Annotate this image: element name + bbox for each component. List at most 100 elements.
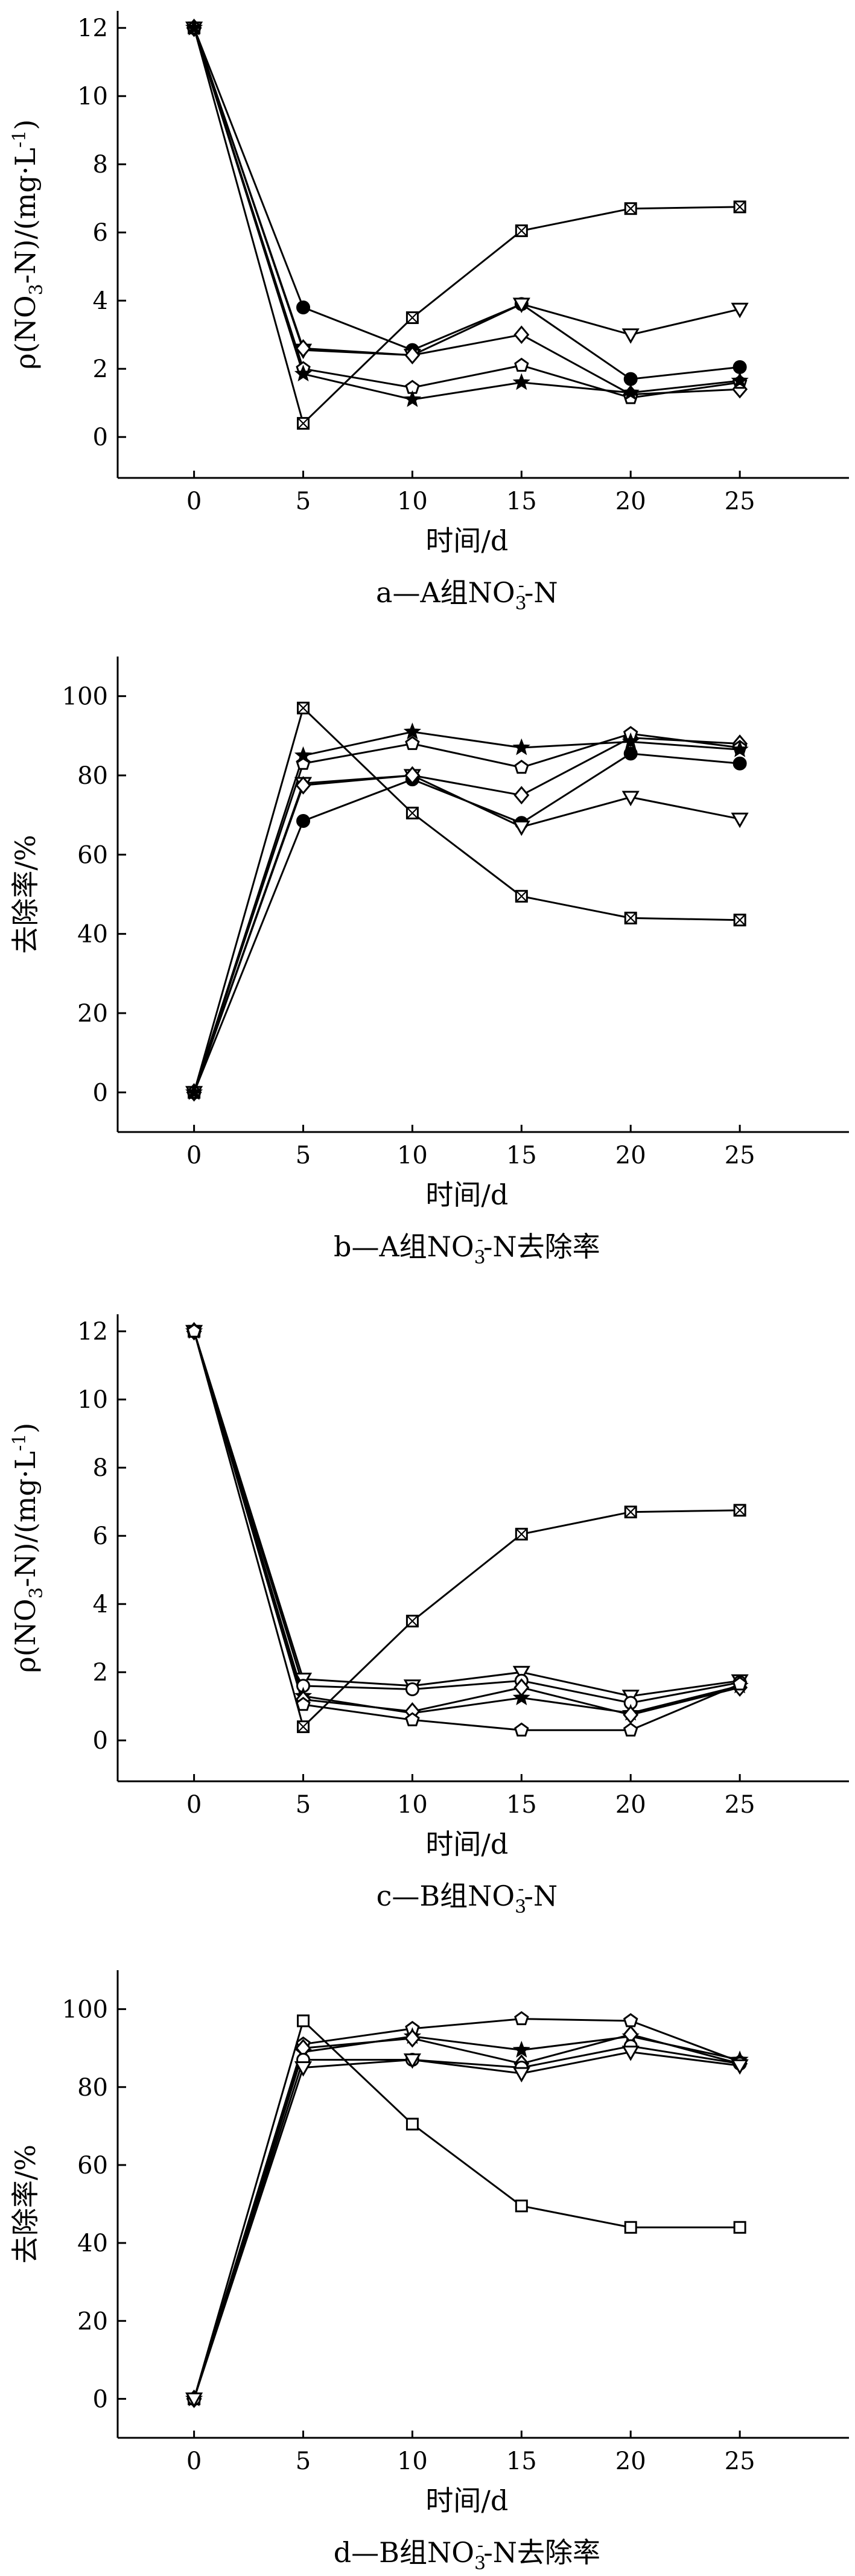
data-point	[513, 786, 530, 805]
series-line-3	[193, 737, 740, 1093]
data-point	[621, 732, 640, 749]
data-point	[294, 2061, 313, 2077]
data-point-cross	[297, 702, 310, 714]
chart-panel-3: 0 5 10 15 20 25 0 20 40 60 80 100 时间/d 去除率/% d—B组NO3--…	[9, 1970, 849, 2574]
data-point	[294, 746, 313, 763]
data-point-cross	[734, 1504, 746, 1516]
series-markers-5	[186, 1323, 748, 1737]
y-axis-title-text: 去除率/%	[9, 2145, 42, 2263]
y-tick-label: 60	[77, 2152, 108, 2180]
series-line-1	[193, 1331, 740, 1697]
x-tick-label: 25	[725, 488, 755, 515]
data-point	[621, 328, 640, 344]
series-line-5	[193, 2051, 740, 2399]
x-tick-label: 0	[186, 1791, 202, 1819]
data-point	[732, 1676, 748, 1691]
x-tick-label: 5	[296, 1142, 311, 1169]
series-line-3	[193, 2034, 740, 2399]
y-tick-label: 8	[93, 151, 108, 179]
data-point	[512, 1688, 530, 1706]
data-point	[623, 1722, 638, 1737]
caption-suffix: -N去除率	[483, 1230, 600, 1263]
y-axis-title: ρ(NO3-N)/(mg·L-1)	[9, 1423, 47, 1673]
y-tick-label: 0	[93, 1727, 108, 1755]
y-tick-label: 4	[93, 287, 108, 315]
x-tick-label: 10	[397, 488, 428, 515]
y-tick-label: 80	[77, 2074, 108, 2102]
y-tick-label: 40	[77, 2230, 108, 2257]
data-point	[512, 820, 530, 836]
data-point-cross	[297, 417, 310, 430]
series-markers-0	[188, 1325, 746, 1734]
y-tick-label: 100	[62, 1996, 108, 2024]
series-line-2	[193, 774, 740, 1093]
data-point-cross	[515, 224, 528, 237]
y-tick-label: 40	[77, 921, 108, 949]
data-point	[512, 2041, 530, 2058]
x-tick-label: 10	[397, 1791, 428, 1819]
x-tick-label: 5	[296, 1791, 311, 1819]
y-tick-label: 2	[93, 1659, 108, 1687]
data-point	[405, 736, 420, 750]
y-tick-label: 0	[93, 1079, 108, 1107]
x-tick-label: 0	[186, 488, 202, 515]
data-point	[733, 756, 747, 771]
data-point	[296, 814, 311, 828]
series-markers-3	[186, 2025, 748, 2408]
x-tick-label: 25	[725, 2447, 755, 2475]
series-markers-4	[187, 2039, 747, 2406]
caption-prefix: d—B组NO	[334, 2536, 474, 2569]
data-point	[514, 2011, 529, 2026]
x-tick-label: 10	[397, 2447, 428, 2475]
data-point	[623, 746, 638, 761]
data-point	[623, 1705, 639, 1725]
data-point	[731, 2059, 749, 2075]
data-point	[403, 722, 422, 740]
data-point-cross	[406, 311, 419, 324]
data-point	[512, 297, 530, 313]
y-tick-label: 0	[93, 2385, 108, 2413]
series-line-0	[193, 706, 740, 1093]
series-line-3	[193, 1331, 740, 1714]
data-point	[731, 740, 749, 757]
series-line-1	[193, 2018, 740, 2399]
y-tick-label: 10	[77, 1386, 108, 1414]
caption-prefix: a—A组NO	[376, 576, 515, 609]
series-line-2	[193, 1331, 740, 1704]
y-axis-title-suffix: )	[9, 1423, 42, 1434]
data-point	[513, 325, 530, 345]
series-markers-3	[185, 1321, 749, 1721]
series-line-5	[193, 27, 740, 401]
x-tick-label: 5	[296, 2447, 311, 2475]
y-tick-label: 4	[93, 1591, 108, 1618]
data-point	[624, 2221, 637, 2234]
data-point	[512, 2067, 530, 2083]
series-markers-0	[188, 2014, 746, 2405]
caption-suffix: -N	[524, 1880, 558, 1912]
data-point	[623, 372, 638, 386]
y-tick-label: 20	[77, 2307, 108, 2335]
chart-panel-2: 0 5 10 15 20 25024681012时间/dρ(NO3-N)/(mg·L-1)…	[9, 1314, 849, 1918]
caption-sup: -	[477, 2535, 483, 2556]
data-point	[621, 383, 640, 401]
data-point	[403, 390, 422, 407]
y-axis-title-text: 去除率/%	[9, 835, 42, 953]
series-markers-5	[185, 2046, 749, 2408]
data-point	[512, 1665, 530, 1682]
y-tick-label: 12	[77, 14, 108, 42]
data-point	[404, 2029, 421, 2048]
data-point-cross	[515, 1528, 528, 1541]
panel-caption: a—A组NO3--N	[376, 575, 558, 614]
data-point	[405, 1712, 420, 1726]
series-line-4	[193, 2045, 740, 2399]
data-point	[297, 2014, 310, 2027]
panel-caption: c—B组NO3--N	[377, 1878, 558, 1918]
data-point	[296, 1697, 311, 1711]
data-point	[185, 18, 203, 36]
y-tick-label: 0	[93, 424, 108, 451]
y-tick-label: 10	[77, 83, 108, 110]
caption-sup: -	[518, 1878, 524, 1900]
x-axis-title: 时间/d	[425, 1828, 508, 1860]
y-axis-title-prefix: ρ(NO	[9, 295, 42, 369]
x-tick-label: 15	[506, 1142, 537, 1169]
